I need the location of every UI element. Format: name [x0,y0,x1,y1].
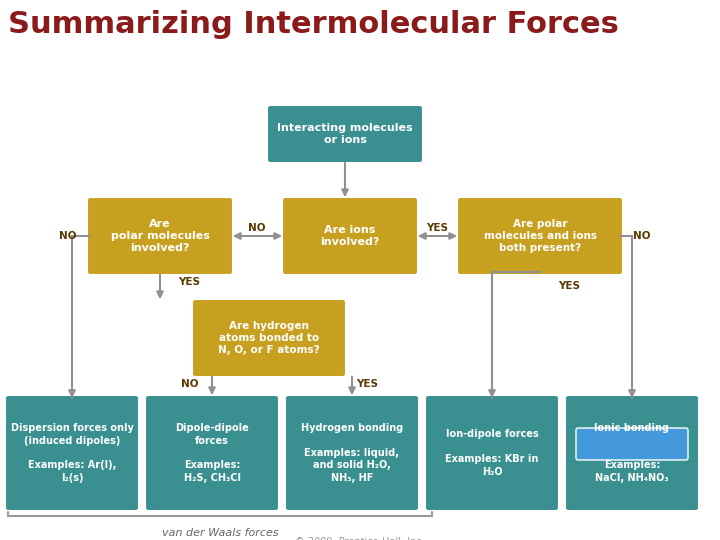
Text: NO: NO [59,231,77,241]
Text: NO: NO [181,379,198,389]
FancyBboxPatch shape [565,395,699,511]
Text: Ion-dipole forces

Examples: KBr in
H₂O: Ion-dipole forces Examples: KBr in H₂O [445,429,539,477]
Text: Are
polar molecules
involved?: Are polar molecules involved? [111,219,210,253]
FancyBboxPatch shape [5,395,139,511]
Text: YES: YES [426,223,448,233]
Text: © 2009, Prentice-Hall, Inc.: © 2009, Prentice-Hall, Inc. [295,537,425,540]
FancyBboxPatch shape [282,197,418,275]
Text: van der Waals forces: van der Waals forces [162,528,279,538]
Text: Summarizing Intermolecular Forces: Summarizing Intermolecular Forces [8,10,619,39]
Text: Hydrogen bonding

Examples: liquid,
and solid H₂O,
NH₃, HF: Hydrogen bonding Examples: liquid, and s… [301,423,403,483]
Text: NO: NO [248,223,266,233]
Text: Are hydrogen
atoms bonded to
N, O, or F atoms?: Are hydrogen atoms bonded to N, O, or F … [218,321,320,355]
Text: Dipole-dipole
forces

Examples:
H₂S, CH₃Cl: Dipole-dipole forces Examples: H₂S, CH₃C… [175,423,249,483]
Text: Are polar
molecules and ions
both present?: Are polar molecules and ions both presen… [484,219,596,253]
Text: Are ions
involved?: Are ions involved? [320,225,379,247]
Text: Interacting molecules
or ions: Interacting molecules or ions [277,123,413,145]
FancyBboxPatch shape [425,395,559,511]
Text: Ionic bonding


Examples:
NaCl, NH₄NO₃: Ionic bonding Examples: NaCl, NH₄NO₃ [595,423,670,483]
Text: YES: YES [178,277,200,287]
FancyBboxPatch shape [87,197,233,275]
FancyBboxPatch shape [576,428,688,460]
FancyBboxPatch shape [457,197,623,275]
FancyBboxPatch shape [145,395,279,511]
Text: YES: YES [558,281,580,291]
Text: NO: NO [634,231,651,241]
Text: Dispersion forces only
(induced dipoles)

Examples: Ar(l),
I₂(s): Dispersion forces only (induced dipoles)… [11,423,133,483]
FancyBboxPatch shape [285,395,419,511]
FancyBboxPatch shape [192,299,346,377]
Text: YES: YES [356,379,378,389]
FancyBboxPatch shape [267,105,423,163]
